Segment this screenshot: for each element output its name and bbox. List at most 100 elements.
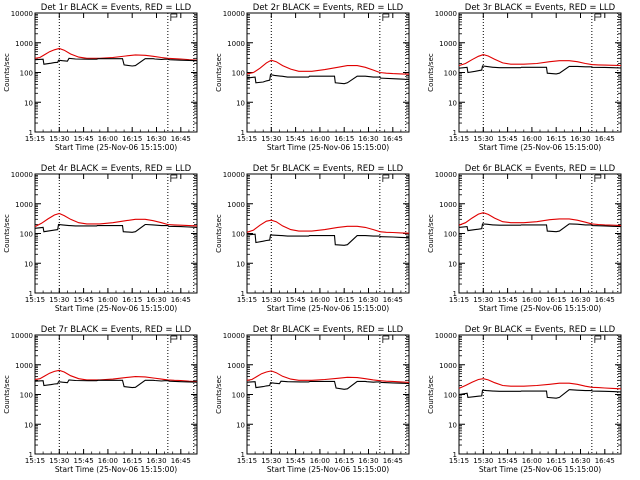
plot-frame — [246, 173, 410, 294]
x-tick-label: 16:00 — [310, 296, 330, 304]
panel-title: Det 8r BLACK = Events, RED = LLD — [253, 325, 404, 335]
x-tick-label: 16:30 — [570, 296, 590, 304]
y-tick-label: 1000 — [439, 201, 457, 209]
detector-panel-2: Det 2r BLACK = Events, RED = LLD 1 10 100 10… — [215, 3, 410, 152]
flag-marker — [382, 13, 390, 21]
y-tick-label: 10000 — [223, 332, 245, 340]
plot-frame — [458, 173, 622, 294]
x-tick-label: 15:45 — [74, 135, 94, 143]
plot-frame — [458, 334, 622, 455]
x-tick-label: 16:30 — [146, 296, 166, 304]
y-tick-label: 1000 — [227, 362, 245, 370]
x-axis-label: Start Time (25-Nov-06 15:15:00) — [55, 465, 177, 474]
x-tick-label: 15:30 — [261, 296, 281, 304]
x-tick-label: 15:45 — [74, 296, 94, 304]
plot-frame — [246, 334, 410, 455]
x-axis-label: Start Time (25-Nov-06 15:15:00) — [267, 465, 389, 474]
panel-title: Det 4r BLACK = Events, RED = LLD — [41, 164, 192, 174]
series-line-lld — [34, 212, 198, 228]
x-tick-label: 15:30 — [49, 457, 69, 465]
y-tick-label: 10 — [236, 99, 245, 107]
x-tick-label: 16:00 — [522, 457, 542, 465]
x-tick-label: 16:15 — [546, 135, 566, 143]
flag-marker — [382, 174, 390, 182]
y-tick-label: 10 — [24, 421, 33, 429]
x-tick-label: 16:45 — [171, 457, 191, 465]
x-tick-label: 15:45 — [286, 135, 306, 143]
x-tick-label: 16:00 — [98, 135, 118, 143]
series-line-events — [246, 73, 410, 85]
x-tick-label: 16:30 — [146, 135, 166, 143]
panel-title: Det 1r BLACK = Events, RED = LLD — [41, 3, 192, 13]
y-tick-label: 10000 — [11, 332, 33, 340]
panel-title: Det 3r BLACK = Events, RED = LLD — [465, 3, 616, 13]
series-line-lld — [246, 370, 410, 383]
y-axis-label: Counts/sec — [215, 375, 223, 414]
x-tick-label: 16:00 — [522, 296, 542, 304]
series-line-events — [34, 379, 198, 389]
panel-title: Det 6r BLACK = Events, RED = LLD — [465, 164, 616, 174]
y-axis-label: Counts/sec — [215, 53, 223, 92]
y-tick-label: 1 — [29, 451, 33, 459]
y-axis-label: Counts/sec — [3, 375, 11, 414]
x-tick-label: 15:45 — [498, 135, 518, 143]
x-tick-label: 16:00 — [98, 296, 118, 304]
x-axis-label: Start Time (25-Nov-06 15:15:00) — [55, 304, 177, 313]
x-tick-label: 16:15 — [122, 296, 142, 304]
y-tick-label: 1 — [29, 290, 33, 298]
x-tick-label: 15:30 — [49, 135, 69, 143]
y-tick-label: 10000 — [435, 332, 457, 340]
y-tick-label: 1 — [241, 290, 245, 298]
plot-frame — [34, 12, 198, 133]
plot-frame — [34, 173, 198, 294]
x-tick-label: 16:00 — [98, 457, 118, 465]
flag-marker — [594, 174, 602, 182]
x-tick-label: 15:45 — [74, 457, 94, 465]
x-tick-label: 16:15 — [122, 457, 142, 465]
y-tick-label: 1000 — [439, 40, 457, 48]
y-tick-label: 10000 — [11, 171, 33, 179]
x-axis-label: Start Time (25-Nov-06 15:15:00) — [55, 143, 177, 152]
series-line-events — [458, 223, 622, 233]
y-tick-label: 1 — [453, 451, 457, 459]
x-tick-label: 15:45 — [498, 296, 518, 304]
x-tick-label: 15:15 — [25, 457, 45, 465]
y-tick-label: 100 — [232, 392, 245, 400]
y-tick-label: 100 — [444, 231, 457, 239]
y-tick-label: 1 — [453, 129, 457, 137]
x-tick-label: 16:45 — [595, 457, 615, 465]
series-line-lld — [458, 378, 622, 390]
series-line-events — [458, 389, 622, 399]
y-tick-label: 1 — [29, 129, 33, 137]
series-line-lld — [34, 369, 198, 383]
y-tick-label: 1000 — [227, 201, 245, 209]
series-line-events — [34, 57, 198, 67]
series-line-lld — [458, 212, 622, 227]
x-tick-label: 16:30 — [358, 135, 378, 143]
y-axis-label: Counts/sec — [427, 375, 435, 414]
x-axis-label: Start Time (25-Nov-06 15:15:00) — [479, 143, 601, 152]
x-tick-label: 16:30 — [358, 457, 378, 465]
y-axis-label: Counts/sec — [427, 214, 435, 253]
x-tick-label: 15:30 — [261, 457, 281, 465]
plot-frame — [34, 334, 198, 455]
y-tick-label: 10000 — [223, 171, 245, 179]
y-tick-label: 100 — [232, 231, 245, 239]
detector-panel-4: Det 4r BLACK = Events, RED = LLD 1 10 100 10… — [3, 164, 198, 313]
series-line-events — [458, 65, 622, 75]
x-tick-label: 15:30 — [49, 296, 69, 304]
y-tick-label: 100 — [444, 70, 457, 78]
y-tick-label: 1 — [241, 451, 245, 459]
x-tick-label: 15:15 — [237, 135, 257, 143]
x-tick-label: 16:45 — [383, 135, 403, 143]
flag-marker — [382, 335, 390, 343]
panel-title: Det 9r BLACK = Events, RED = LLD — [465, 325, 616, 335]
x-tick-label: 15:45 — [498, 457, 518, 465]
series-line-lld — [246, 219, 410, 234]
y-tick-label: 1000 — [15, 40, 33, 48]
y-tick-label: 1000 — [227, 40, 245, 48]
y-tick-label: 10 — [448, 260, 457, 268]
series-line-events — [246, 380, 410, 390]
panel-title: Det 7r BLACK = Events, RED = LLD — [41, 325, 192, 335]
y-tick-label: 100 — [232, 70, 245, 78]
